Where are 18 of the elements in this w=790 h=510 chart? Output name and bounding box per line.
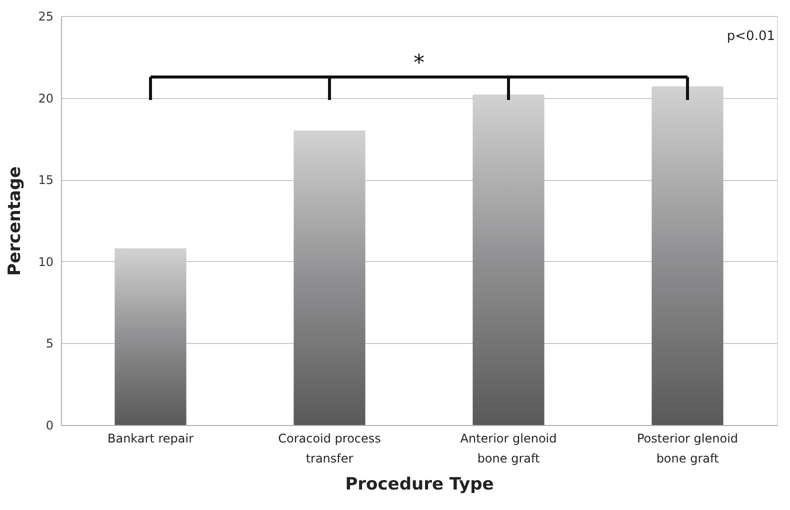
y-tick-label: 25 (38, 10, 54, 24)
annotation: * (414, 51, 424, 76)
bar (472, 94, 544, 425)
x-axis-title: Procedure Type (345, 474, 494, 494)
y-tick-label: 20 (38, 91, 54, 106)
bar (652, 86, 724, 425)
bar (114, 248, 186, 425)
x-tick-label: Posterior glenoid bone graft (636, 432, 738, 466)
y-tick-label: 10 (38, 254, 54, 269)
y-tick-label: 15 (38, 173, 54, 188)
x-tick-label: Coracoid process transfer (278, 432, 381, 466)
x-tick-label: Anterior glenoid bone graft (460, 432, 557, 466)
y-axis-title: Percentage (5, 166, 26, 276)
y-tick-label: 0 (46, 418, 54, 432)
x-tick-label: Bankart repair (107, 432, 194, 446)
bar (294, 130, 366, 425)
annotation: p<0.01 (726, 29, 775, 44)
y-tick-label: 5 (46, 336, 54, 351)
